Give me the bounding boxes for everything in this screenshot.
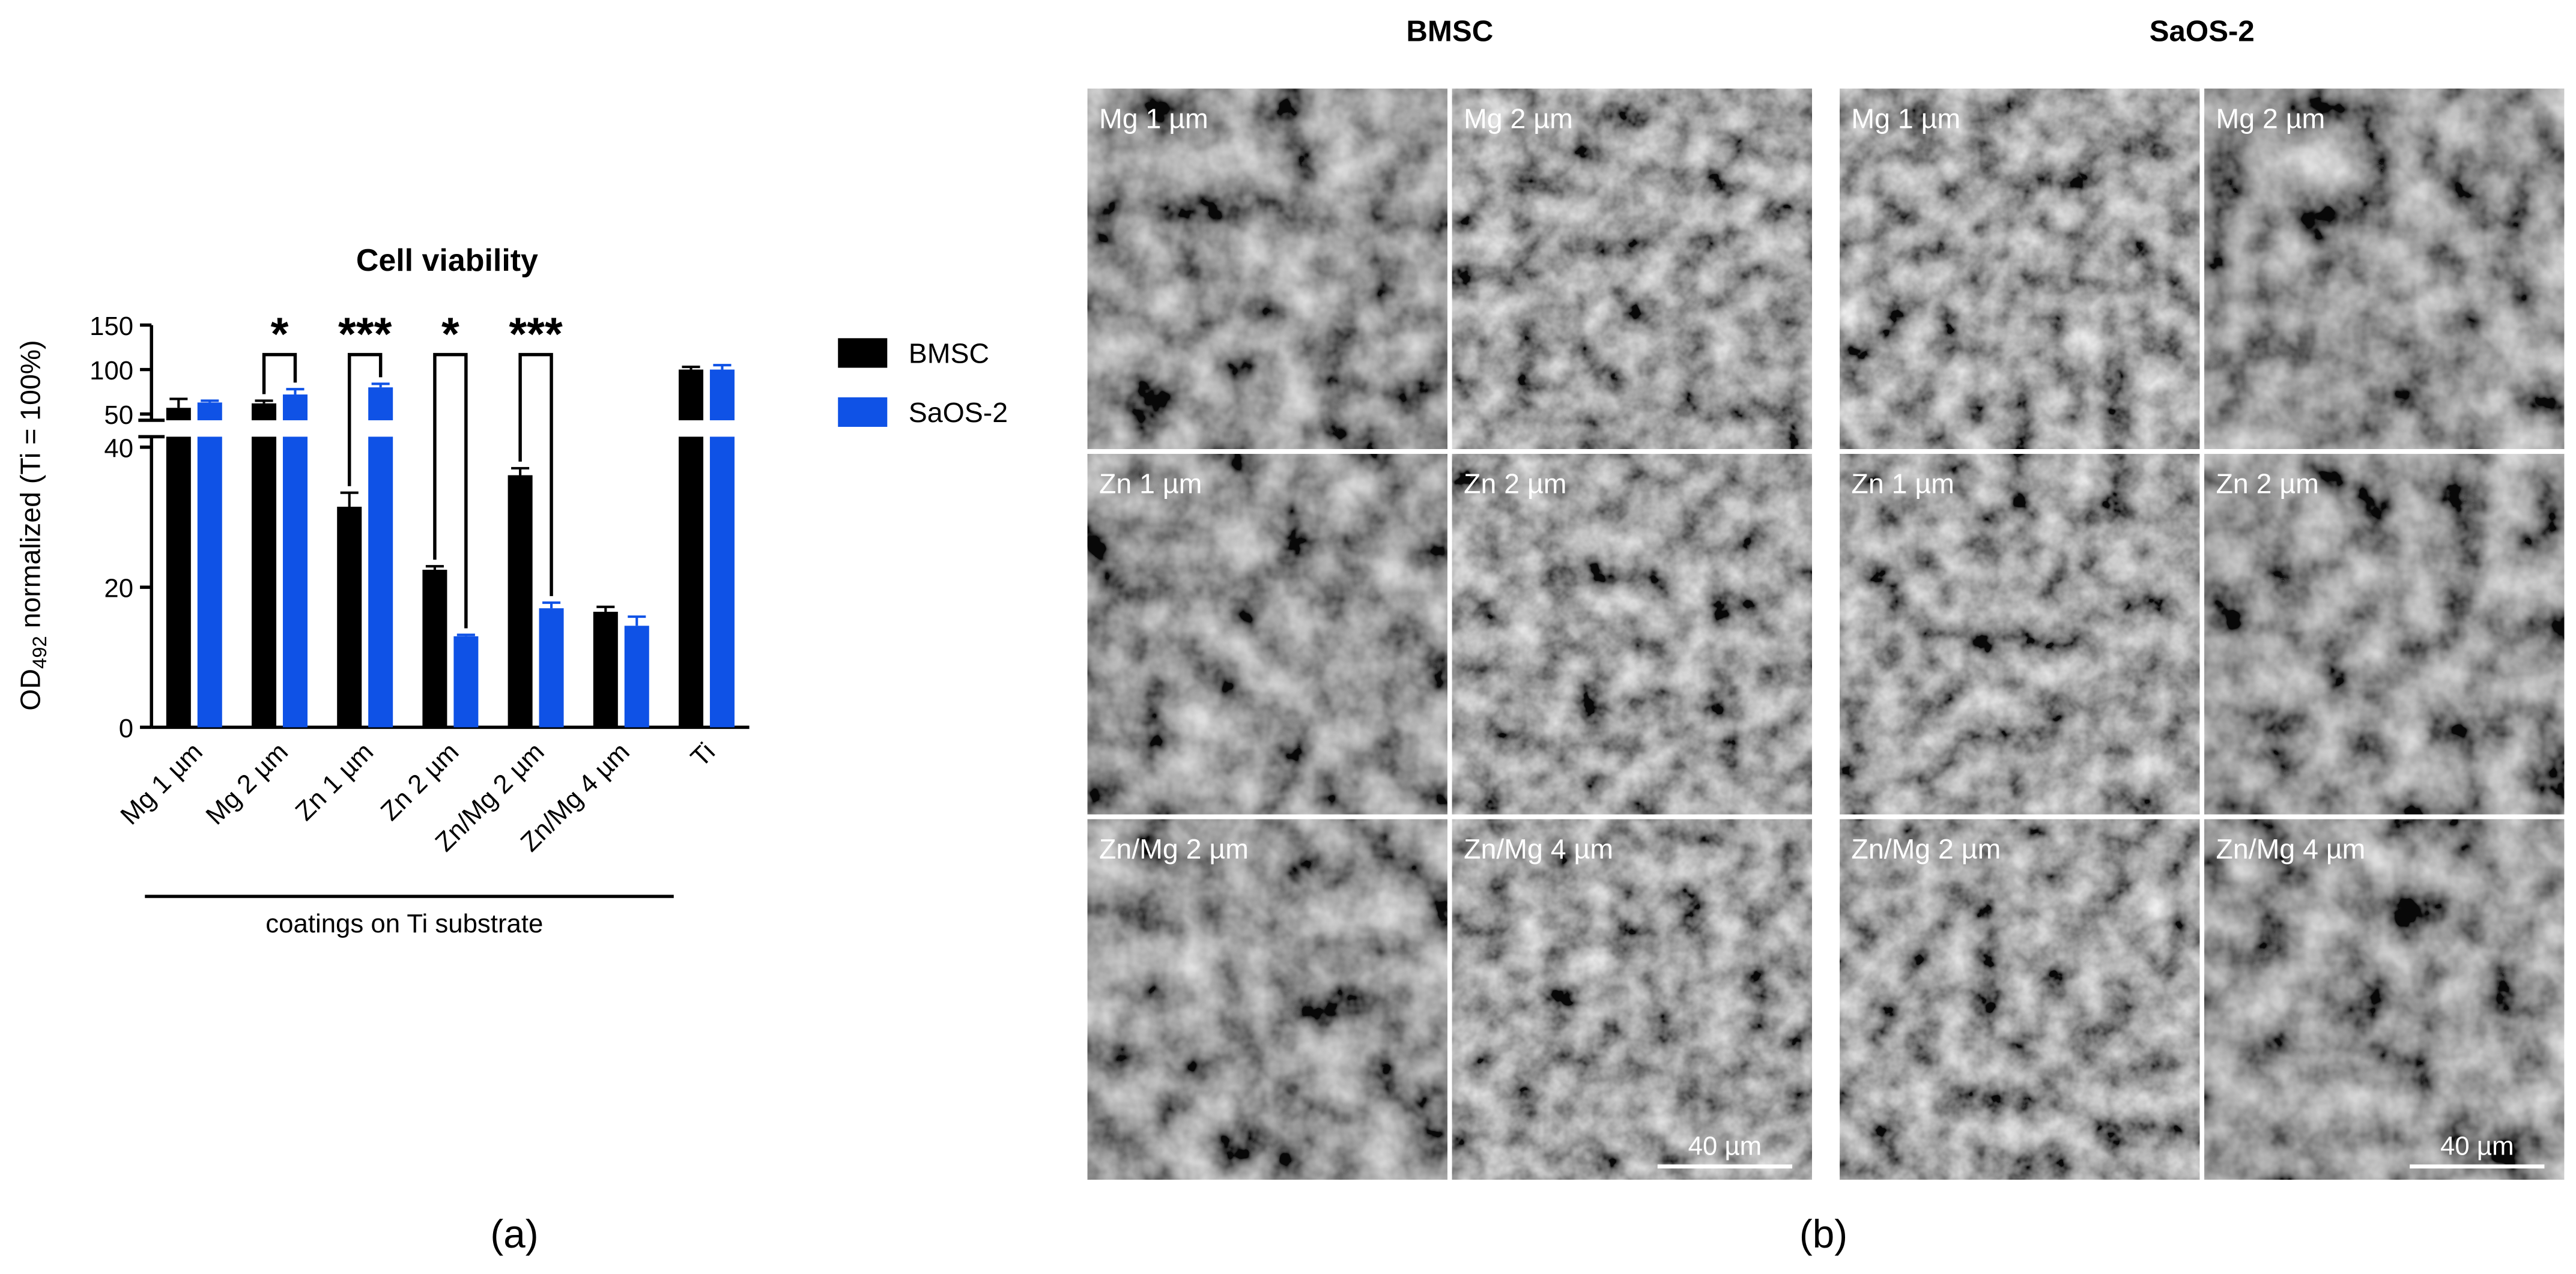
y-tick-label: 0 — [119, 714, 133, 743]
micrograph-texture — [2204, 88, 2565, 449]
micrograph-texture — [1087, 454, 1447, 815]
micrograph-label: Zn/Mg 4 µm — [2216, 833, 2366, 865]
micrograph-texture — [1840, 819, 2200, 1180]
micrograph-label: Zn 2 µm — [2216, 468, 2319, 500]
micrograph-texture — [2204, 454, 2565, 815]
bar — [197, 436, 222, 728]
bar — [282, 394, 308, 421]
panel-label: (a) — [490, 1212, 538, 1256]
micrograph-texture — [1087, 819, 1447, 1180]
y-label-subscript: 492 — [28, 636, 50, 669]
bar — [368, 387, 393, 421]
y-tick-label: 20 — [104, 574, 133, 603]
column-title: SaOS-2 — [2150, 14, 2255, 47]
x-tick-label: Mg 2 µm — [200, 737, 294, 831]
y-label-main: OD — [14, 669, 46, 711]
y-tick-label: 50 — [104, 400, 133, 430]
column-title: BMSC — [1406, 14, 1493, 47]
micrograph-label: Zn 2 µm — [1464, 468, 1566, 500]
y-tick-label: 150 — [89, 312, 133, 341]
micrograph-texture — [1087, 88, 1447, 449]
micrograph-label: Zn 1 µm — [1099, 468, 1202, 500]
y-tick-label: 40 — [104, 433, 133, 463]
micrograph-texture — [1840, 454, 2200, 815]
y-axis-label: OD492 normalized (Ti = 100%) — [14, 340, 50, 710]
bar — [453, 636, 479, 728]
micrograph-label: Mg 1 µm — [1099, 103, 1208, 134]
chart-title: Cell viability — [356, 243, 538, 278]
x-tick-label: Mg 1 µm — [115, 737, 208, 831]
scale-bar-label: 40 µm — [1688, 1132, 1762, 1161]
bar — [197, 402, 222, 421]
micrograph-texture — [1840, 88, 2200, 449]
y-tick-label: 100 — [89, 356, 133, 385]
micrograph-texture — [2204, 819, 2565, 1180]
bar — [368, 436, 393, 728]
significance-label: *** — [509, 309, 563, 360]
micrograph-label: Zn/Mg 4 µm — [1464, 833, 1613, 865]
significance-label: *** — [338, 309, 392, 360]
bar — [624, 626, 649, 728]
bar — [678, 369, 704, 421]
legend-swatch — [838, 397, 888, 427]
micrograph-texture — [1452, 454, 1812, 815]
x-tick-label: Zn 2 µm — [375, 737, 465, 827]
significance-bracket — [262, 352, 297, 394]
micrograph-label: Zn 1 µm — [1851, 468, 1954, 500]
micrograph-texture — [1452, 819, 1812, 1180]
legend-label: SaOS-2 — [909, 397, 1008, 428]
panel-label: (b) — [1799, 1212, 1847, 1256]
micrograph-label: Zn/Mg 2 µm — [1099, 833, 1249, 865]
bar — [709, 436, 735, 728]
significance-bracket — [518, 352, 553, 596]
micrograph-texture — [1452, 88, 1812, 449]
bar — [539, 608, 564, 728]
x-group-label: coatings on Ti substrate — [265, 909, 543, 938]
bar — [709, 369, 735, 421]
micrograph-label: Mg 2 µm — [2216, 103, 2326, 134]
bar — [678, 436, 704, 728]
significance-label: * — [441, 309, 459, 360]
legend-label: BMSC — [909, 337, 989, 369]
micrograph-label: Mg 1 µm — [1851, 103, 1960, 134]
y-label-rest: normalized (Ti = 100%) — [14, 340, 46, 636]
micrograph-label: Mg 2 µm — [1464, 103, 1573, 134]
significance-bracket — [433, 352, 468, 629]
bar — [252, 403, 277, 421]
significance-bracket — [347, 352, 383, 486]
scale-bar-label: 40 µm — [2440, 1132, 2514, 1161]
bar — [166, 408, 191, 421]
bar — [282, 436, 308, 728]
bar — [166, 436, 191, 728]
bar — [252, 436, 277, 728]
x-tick-label: Zn 1 µm — [289, 737, 379, 827]
legend-swatch — [838, 338, 888, 368]
bar — [422, 569, 447, 728]
bar — [337, 507, 362, 728]
bar — [508, 475, 533, 728]
bar — [593, 611, 618, 728]
micrograph-label: Zn/Mg 2 µm — [1851, 833, 2001, 865]
x-tick-label: Ti — [685, 737, 721, 773]
significance-label: * — [271, 309, 289, 360]
